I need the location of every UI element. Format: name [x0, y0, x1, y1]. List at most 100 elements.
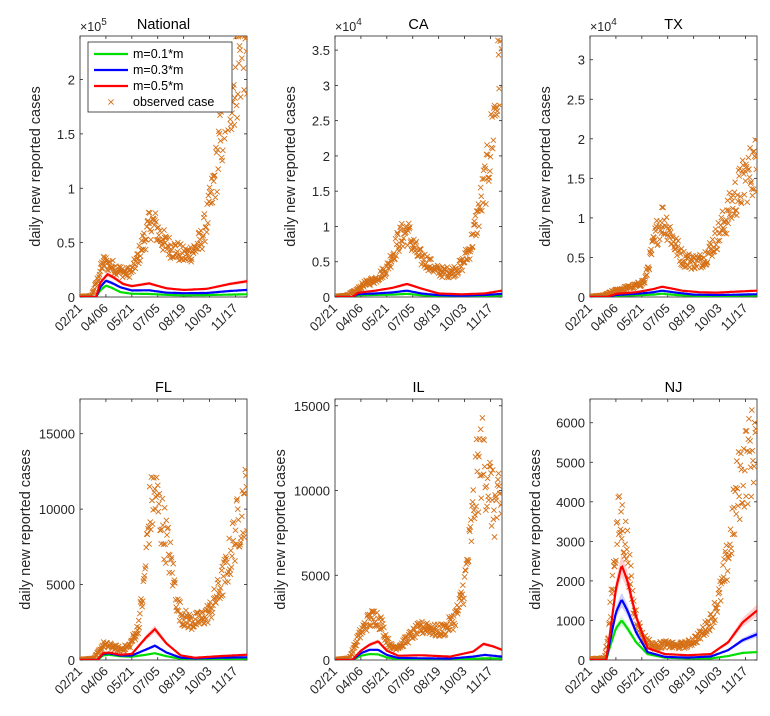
y-tick-label: 0	[323, 290, 330, 305]
observed-point	[716, 237, 723, 244]
observed-point	[164, 532, 170, 538]
y-tick-label: 5000	[301, 568, 330, 583]
axes-box	[79, 398, 248, 661]
legend-label: m=0.5*m	[133, 79, 183, 93]
observed-point	[167, 539, 174, 546]
observed-point	[428, 256, 435, 263]
observed-point	[750, 479, 757, 486]
observed-point	[498, 510, 502, 517]
x-tick-label: 08/19	[665, 664, 699, 698]
observed-point	[467, 517, 474, 523]
observed-point	[387, 264, 394, 271]
observed-point	[183, 255, 189, 262]
observed-point	[468, 231, 475, 238]
observed-point	[139, 598, 146, 604]
x-tick-label: 08/19	[155, 664, 189, 698]
observed-point	[172, 580, 178, 586]
observed-point	[405, 220, 412, 227]
x-tick-label: 07/05	[639, 664, 673, 698]
observed-point	[607, 599, 614, 606]
observed-point	[462, 246, 469, 253]
observed-point	[737, 193, 744, 200]
observed-point	[107, 259, 113, 266]
observed-point	[443, 268, 450, 275]
y-axis-label: daily new reported cases	[538, 86, 554, 246]
observed-point	[406, 225, 413, 232]
observed-point	[370, 608, 376, 615]
observed-point	[206, 184, 213, 191]
observed-point	[98, 265, 105, 272]
observed-point	[725, 207, 732, 214]
observed-point	[444, 264, 451, 271]
observed-point	[219, 563, 226, 570]
observed-point	[162, 233, 169, 240]
x-tick-label: 05/21	[103, 664, 137, 698]
y-tick-label: 2	[323, 149, 330, 164]
observed-point	[712, 617, 718, 624]
observed-point	[161, 227, 167, 233]
observed-point	[619, 502, 626, 508]
observed-point	[467, 524, 474, 530]
observed-point	[156, 490, 163, 497]
observed-point	[752, 154, 757, 161]
x-tick-label: 07/05	[384, 301, 418, 335]
observed-point	[648, 251, 655, 258]
observed-point	[168, 556, 174, 563]
observed-point	[614, 518, 621, 525]
observed-point	[488, 523, 495, 529]
observed-point	[724, 207, 730, 214]
observed-point	[212, 599, 219, 606]
observed-point	[143, 223, 150, 230]
observed-point	[396, 248, 402, 255]
series-line-3	[80, 272, 247, 297]
y-axis-label: daily new reported cases	[18, 449, 34, 609]
observed-point	[242, 472, 247, 479]
observed-point	[212, 194, 219, 201]
observed-point	[746, 166, 752, 173]
observed-point	[738, 466, 745, 473]
observed-point	[667, 223, 673, 230]
observed-point	[490, 137, 497, 144]
observed-point	[614, 541, 620, 548]
observed-point	[732, 484, 739, 491]
observed-point	[736, 516, 743, 523]
y-axis-label: daily new reported cases	[283, 86, 299, 246]
observed-point	[215, 580, 222, 587]
observed-point	[453, 607, 460, 614]
observed-point	[477, 472, 484, 479]
x-tick-label: 07/05	[129, 664, 163, 698]
observed-point	[149, 521, 156, 528]
observed-point	[148, 228, 155, 235]
observed-point	[736, 173, 743, 179]
observed-point	[228, 126, 235, 133]
observed-point	[737, 198, 744, 205]
observed-point	[382, 271, 389, 278]
observed-point	[109, 257, 116, 264]
x-tick-label: 08/19	[410, 664, 444, 698]
y-tick-label: 1	[68, 181, 75, 196]
observed-point	[721, 556, 728, 563]
x-tick-label: 11/17	[718, 664, 751, 697]
axes-box	[334, 398, 503, 661]
observed-point	[663, 214, 670, 221]
observed-point	[480, 199, 486, 206]
observed-point	[419, 253, 425, 260]
observed-point	[486, 174, 493, 181]
observed-point	[459, 591, 466, 598]
observed-point	[225, 578, 231, 585]
observed-point	[143, 544, 150, 551]
observed-point	[709, 253, 716, 259]
observed-point	[201, 620, 208, 627]
observed-point	[218, 593, 225, 599]
observed-point	[727, 526, 734, 533]
observed-point	[487, 153, 494, 160]
observed-point	[709, 236, 716, 243]
observed-point	[394, 229, 401, 236]
observed-point	[236, 60, 242, 67]
observed-point	[751, 419, 757, 426]
observed-point	[244, 91, 247, 97]
observed-point	[219, 592, 226, 599]
observed-point	[741, 191, 748, 198]
observed-point	[748, 178, 755, 185]
observed-point	[136, 624, 143, 631]
